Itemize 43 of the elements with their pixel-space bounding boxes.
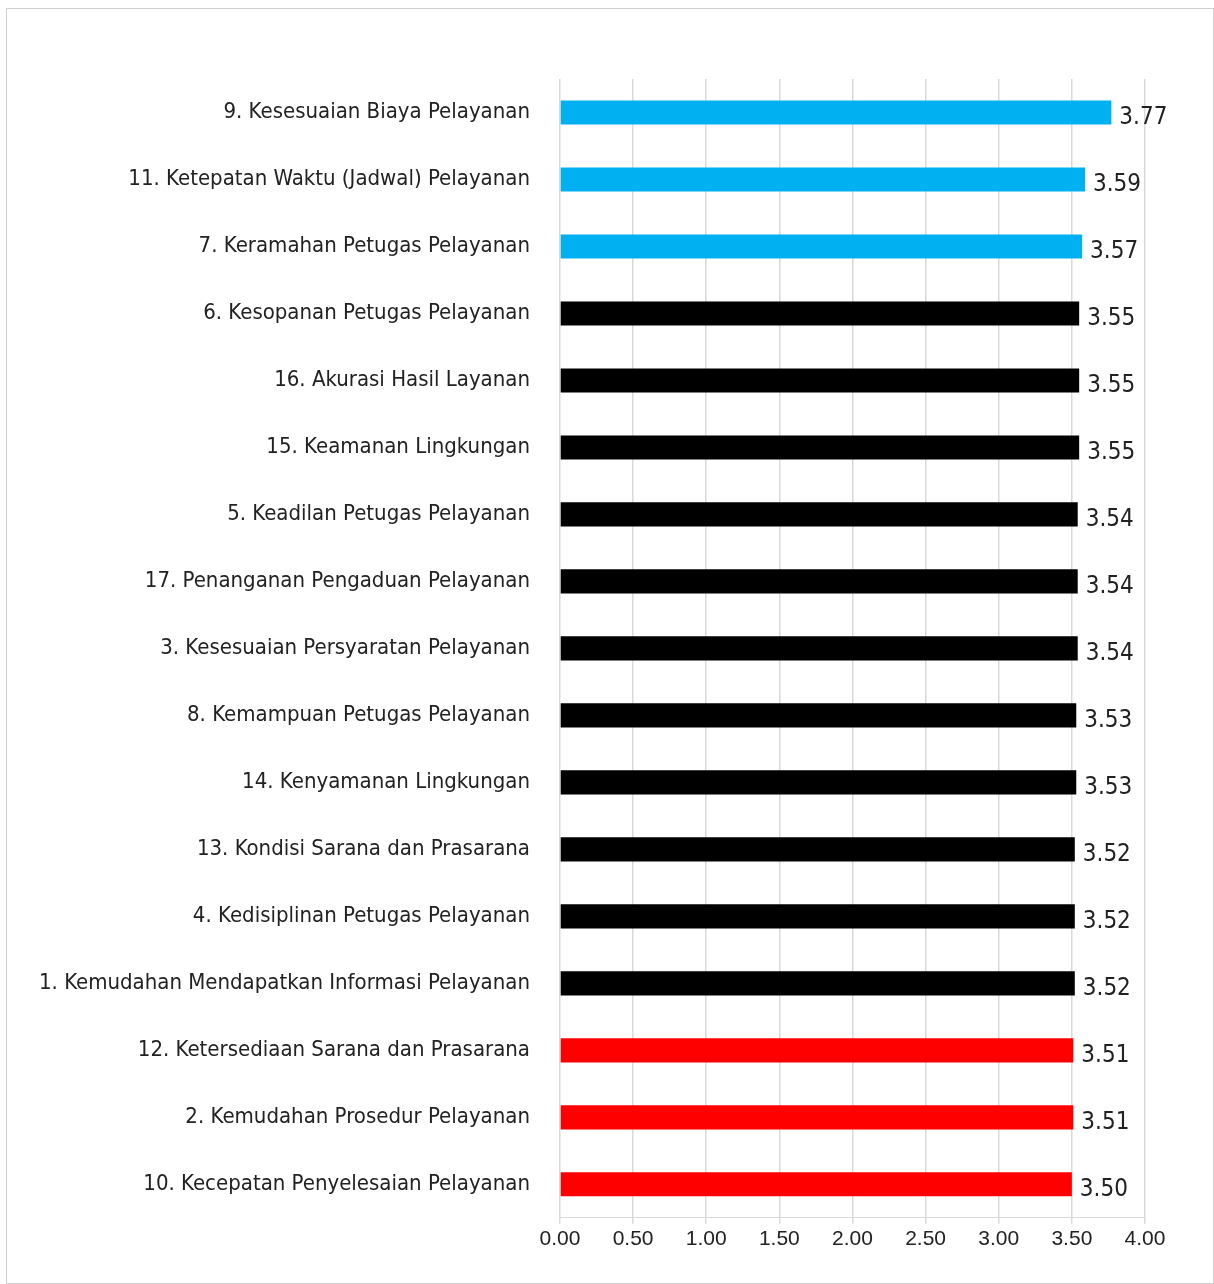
y-tick-label: 9. Kesesuaian Biaya Pelayanan (223, 98, 530, 124)
y-tick-label: 12. Ketersediaan Sarana dan Prasarana (137, 1036, 530, 1062)
y-tick-label: 11. Ketepatan Waktu (Jadwal) Pelayanan (128, 165, 530, 191)
y-tick-label: 16. Akurasi Hasil Layanan (274, 366, 530, 392)
data-label: 3.54 (1085, 503, 1134, 532)
data-label: 3.51 (1081, 1039, 1130, 1068)
y-tick-label: 10. Kecepatan Penyelesaian Pelayanan (143, 1170, 530, 1196)
data-label: 3.77 (1119, 101, 1168, 130)
y-tick-label: 1. Kemudahan Mendapatkan Informasi Pelayanan (38, 969, 530, 995)
x-tick-label: 2.00 (832, 1226, 873, 1250)
data-label: 3.59 (1093, 168, 1142, 197)
y-tick-label: 4. Kedisiplinan Petugas Pelayanan (192, 902, 530, 928)
y-tick-label: 3. Kesesuaian Persyaratan Pelayanan (160, 634, 530, 660)
y-tick-label: 13. Kondisi Sarana dan Prasarana (196, 835, 530, 861)
data-label: 3.55 (1087, 369, 1136, 398)
y-tick-label: 5. Keadilan Petugas Pelayanan (227, 500, 530, 526)
x-tick-label: 0.00 (539, 1226, 581, 1250)
x-tick-label: 3.00 (978, 1226, 1020, 1250)
y-tick-label: 8. Kemampuan Petugas Pelayanan (187, 701, 530, 727)
data-label: 3.52 (1082, 838, 1131, 867)
x-tick-label: 4.00 (1124, 1226, 1166, 1250)
data-label: 3.53 (1084, 771, 1133, 800)
data-label: 3.55 (1087, 436, 1136, 465)
x-tick-label: 3.50 (1051, 1226, 1093, 1250)
y-tick-label: 15. Keamanan Lingkungan (266, 433, 530, 459)
data-label: 3.50 (1079, 1173, 1128, 1202)
data-label: 3.52 (1082, 972, 1131, 1001)
y-tick-label: 6. Kesopanan Petugas Pelayanan (203, 299, 530, 325)
data-label: 3.53 (1084, 704, 1133, 733)
y-tick-label: 14. Kenyamanan Lingkungan (242, 768, 530, 794)
x-tick-label: 0.50 (612, 1226, 654, 1250)
data-label: 3.57 (1090, 235, 1139, 264)
data-label: 3.54 (1085, 570, 1134, 599)
y-tick-label: 7. Keramahan Petugas Pelayanan (198, 232, 530, 258)
y-tick-label: 2. Kemudahan Prosedur Pelayanan (185, 1103, 530, 1129)
data-label: 3.51 (1081, 1106, 1130, 1135)
data-label: 3.55 (1087, 302, 1136, 331)
data-label: 3.52 (1082, 905, 1131, 934)
x-tick-label: 2.50 (905, 1226, 947, 1250)
x-tick-label: 1.00 (685, 1226, 727, 1250)
x-tick-label: 1.50 (758, 1226, 800, 1250)
y-tick-label: 17. Penanganan Pengaduan Pelayanan (144, 567, 530, 593)
data-label: 3.54 (1085, 637, 1134, 666)
